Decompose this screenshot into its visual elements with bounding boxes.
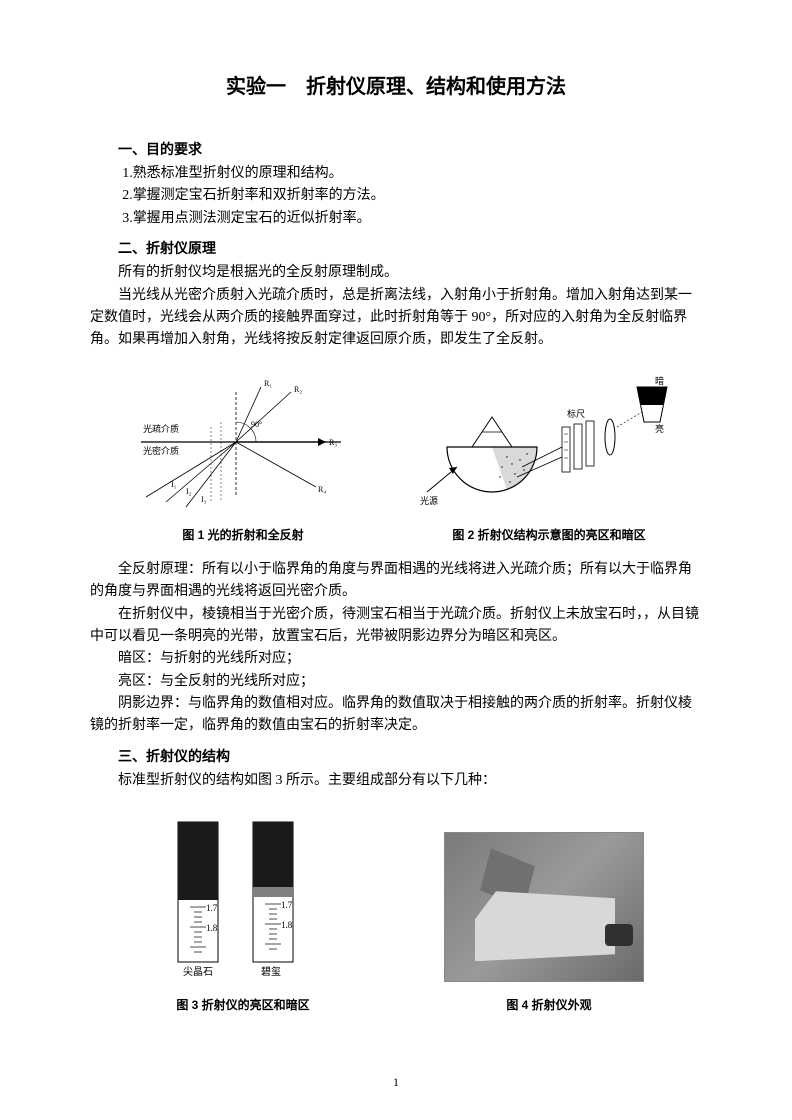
spinel-label: 尖晶石 [183,965,213,978]
tourmaline-label: 碧玺 [261,965,281,978]
scale-view-icon: 1.7 1.8 尖晶石 1.7 1.8 碧玺 [148,812,328,982]
svg-text:R₄: R₄ [318,485,326,494]
captions-row-2: 图 3 折射仪的亮区和暗区 图 4 折射仪外观 [90,988,702,1013]
section3-heading: 三、折射仪的结构 [90,746,702,766]
svg-text:1.7: 1.7 [206,903,218,913]
i2-label: I₂ [186,487,192,496]
section2b-p3: 全反射原理：所有以小于临界角的角度与界面相遇的光线将进入光疏介质；所有以大于临界… [90,559,702,604]
svg-text:1.7: 1.7 [281,900,293,910]
section2b-p7: 阴影边界：与临界角的数值相对应。临界角的数值取决于相接触的两介质的折射率。折射仪… [90,693,702,738]
svg-text:暗: 暗 [655,375,664,386]
svg-text:1.8: 1.8 [281,920,293,930]
section2-p2: 当光线从光密介质射入光疏介质时，总是折离法线，入射角小于折射角。增加入射角达到某… [90,285,702,352]
i1-label: I₁ [171,480,177,489]
svg-text:1.8: 1.8 [206,923,218,933]
refractometer-schematic-icon: 光源 标尺 暗 亮 [412,372,672,512]
refraction-diagram-icon: I₁ I₂ I₃ R₁ R₂ R₃ R₄ 90° 光疏介质 光密介质 [121,372,351,512]
objective-3: 3.掌握用点测法测定宝石的近似折射率。 [90,208,702,230]
svg-text:90°: 90° [251,420,262,429]
section1-heading: 一、目的要求 [90,139,702,159]
objective-1: 1.熟悉标准型折射仪的原理和结构。 [90,163,702,185]
figures-row-1: I₁ I₂ I₃ R₁ R₂ R₃ R₄ 90° 光疏介质 光密介质 [90,372,702,512]
svg-text:亮: 亮 [655,423,664,434]
section2b-p6: 亮区：与全反射的光线所对应； [90,671,702,693]
svg-text:光源: 光源 [420,495,438,506]
svg-text:标尺: 标尺 [567,408,585,419]
figure-4-caption: 图 4 折射仪外观 [396,996,702,1013]
section2b-p4: 在折射仪中，棱镜相当于光密介质，待测宝石相当于光疏介质。折射仪上未放宝石时，，从… [90,604,702,649]
optically-dense-label: 光密介质 [143,445,179,456]
svg-text:R₂: R₂ [294,385,302,394]
figure-1-caption: 图 1 光的折射和全反射 [90,526,396,543]
page-number: 1 [0,1075,792,1090]
figure-4 [444,832,644,982]
section3-p1: 标准型折射仪的结构如图 3 所示。主要组成部分有以下几种： [90,770,702,792]
i3-label: I₃ [201,495,207,504]
svg-text:R₃: R₃ [329,438,337,447]
figures-row-2: 1.7 1.8 尖晶石 1.7 1.8 碧玺 [90,812,702,982]
section2b-p5: 暗区：与折射的光线所对应； [90,648,702,670]
optically-thin-label: 光疏介质 [143,423,179,434]
figure-1: I₁ I₂ I₃ R₁ R₂ R₃ R₄ 90° 光疏介质 光密介质 [121,372,351,512]
figure-2-caption: 图 2 折射仪结构示意图的亮区和暗区 [396,526,702,543]
objective-2: 2.掌握测定宝石折射率和双折射率的方法。 [90,185,702,207]
refractometer-photo-icon [444,832,644,982]
figure-2: 光源 标尺 暗 亮 [412,372,672,512]
svg-text:R₁: R₁ [264,379,272,388]
section2-p1: 所有的折射仪均是根据光的全反射原理制成。 [90,262,702,284]
page-title: 实验一 折射仪原理、结构和使用方法 [90,70,702,99]
captions-row-1: 图 1 光的折射和全反射 图 2 折射仪结构示意图的亮区和暗区 [90,518,702,543]
figure-3-caption: 图 3 折射仪的亮区和暗区 [90,996,396,1013]
figure-3: 1.7 1.8 尖晶石 1.7 1.8 碧玺 [148,812,328,982]
section2-heading: 二、折射仪原理 [90,238,702,258]
